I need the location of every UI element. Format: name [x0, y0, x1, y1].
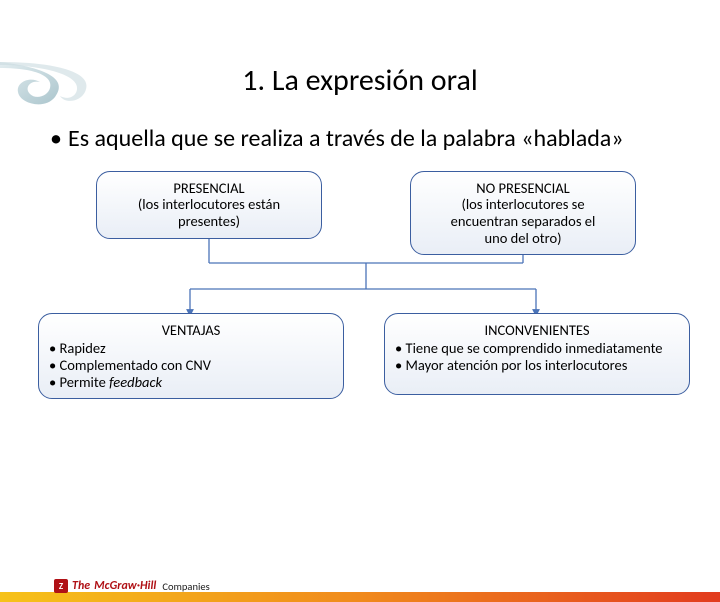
logo-companies: Companies — [162, 580, 209, 593]
inconvenientes-list: Tiene que se comprendido inmediatamente … — [395, 340, 679, 373]
no-presencial-sub1: (los interlocutores se — [461, 195, 584, 213]
footer-gradient-bar — [0, 592, 720, 602]
list-item: Tiene que se comprendido inmediatamente — [395, 340, 679, 357]
diagram-area: PRESENCIAL (los interlocutores están pre… — [0, 171, 720, 431]
intro-text: Es aquella que se realiza a través de la… — [68, 124, 624, 153]
no-presencial-sub2: encuentran separados el — [451, 212, 596, 230]
logo-the: The — [72, 579, 90, 593]
inconvenientes-heading: INCONVENIENTES — [395, 322, 679, 339]
no-presencial-sub3: uno del otro) — [485, 229, 562, 247]
logo-name: McGraw·Hill — [94, 579, 156, 593]
ventajas-heading: VENTAJAS — [49, 322, 333, 339]
presencial-sub1: (los interlocutores están — [138, 195, 280, 213]
list-item: Complementado con CNV — [49, 357, 333, 374]
list-item: Mayor atención por los interlocutores — [395, 357, 679, 374]
logo-mark-icon: Z — [54, 579, 68, 593]
list-item: Permite feedback — [49, 374, 333, 391]
ventajas-list: Rapidez Complementado con CNV Permite fe… — [49, 340, 333, 390]
node-presencial: PRESENCIAL (los interlocutores están pre… — [96, 171, 322, 239]
list-item: Rapidez — [49, 340, 333, 357]
presencial-sub2: presentes) — [178, 212, 240, 230]
slide-footer: Z The McGraw·Hill Companies — [0, 572, 720, 602]
no-presencial-title: NO PRESENCIAL — [421, 180, 625, 197]
intro-bullet: •Es aquella que se realiza a través de l… — [50, 125, 670, 153]
publisher-logo: Z The McGraw·Hill Companies — [54, 579, 210, 593]
node-ventajas: VENTAJAS Rapidez Complementado con CNV P… — [38, 313, 344, 400]
presencial-title: PRESENCIAL — [107, 180, 311, 197]
node-inconvenientes: INCONVENIENTES Tiene que se comprendido … — [384, 313, 690, 395]
node-no-presencial: NO PRESENCIAL (los interlocutores se enc… — [410, 171, 636, 256]
slide-title: 1. La expresión oral — [0, 62, 720, 99]
ventajas-feedback-italic: feedback — [109, 373, 162, 391]
